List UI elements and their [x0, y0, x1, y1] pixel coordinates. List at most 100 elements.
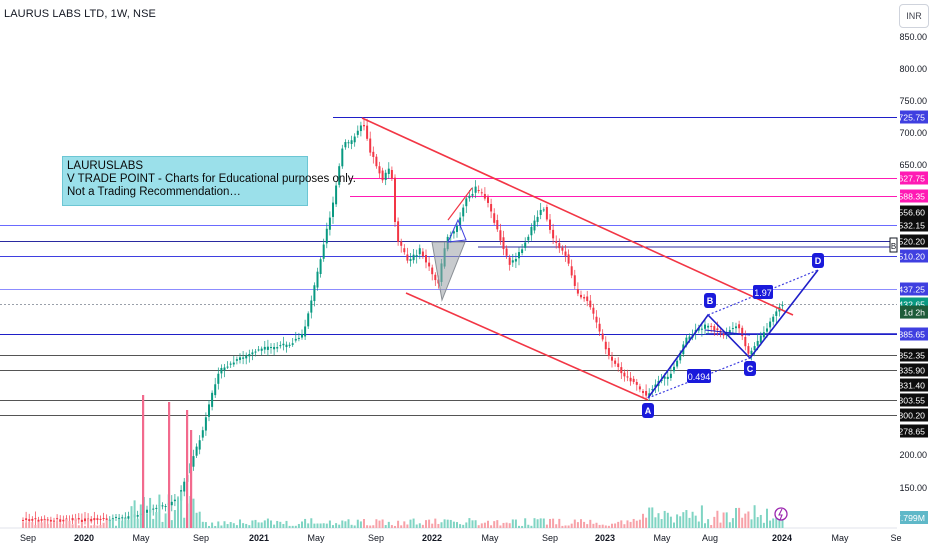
candle	[412, 254, 415, 261]
volume-bar	[638, 519, 641, 528]
candle	[483, 193, 486, 199]
volume-bar	[483, 522, 486, 528]
volume-bar	[707, 519, 710, 528]
volume-bar	[502, 522, 505, 528]
candle	[248, 354, 251, 357]
volume-bar	[642, 513, 644, 528]
candle	[663, 376, 666, 379]
candle	[409, 259, 412, 261]
volume-bar	[406, 524, 409, 528]
volume-bar	[477, 525, 480, 528]
candle	[425, 255, 427, 263]
candle	[105, 518, 108, 520]
volume-spike	[168, 402, 171, 528]
volume-bar	[239, 519, 241, 528]
candle	[31, 518, 34, 521]
candle	[614, 360, 617, 364]
volume-bar	[403, 521, 406, 528]
candle	[570, 266, 573, 276]
price-axis-label-text: 725.75	[898, 113, 925, 123]
volume-bar	[192, 498, 195, 528]
volume-bar	[183, 517, 186, 528]
volume-bar	[366, 525, 369, 528]
volume-bar	[496, 520, 499, 528]
candle	[170, 501, 173, 506]
volume-bar	[294, 525, 297, 528]
volume-bar	[232, 523, 235, 528]
time-axis-tick: 2023	[595, 533, 615, 543]
volume-bar	[679, 516, 682, 528]
volume-bar	[344, 521, 347, 528]
pattern-point-label: B	[704, 293, 716, 308]
candle	[59, 519, 62, 522]
volume-bar	[350, 524, 353, 528]
candle	[307, 313, 310, 327]
price-axis-tick: 850.00	[899, 32, 927, 42]
candle	[359, 125, 362, 132]
note-line: LAURUSLABS	[67, 160, 144, 172]
candle	[775, 311, 778, 316]
volume-bar	[43, 519, 46, 528]
price-axis-label-text: 556.60	[898, 208, 925, 218]
candle	[161, 505, 164, 507]
volume-bar	[46, 524, 49, 528]
volume-bar	[65, 519, 68, 528]
trend-segment	[447, 187, 473, 221]
volume-bar	[37, 521, 40, 528]
candle	[366, 125, 369, 139]
currency-button[interactable]: INR	[899, 4, 929, 28]
volume-bar	[629, 521, 632, 528]
price-axis-label: 532.15	[898, 218, 928, 232]
candle	[344, 142, 347, 148]
volume-bar	[77, 525, 80, 528]
candle	[270, 347, 272, 349]
volume-bar	[115, 525, 117, 528]
volume-bar	[567, 525, 570, 528]
candle	[418, 248, 421, 255]
pattern-point-label: A	[642, 403, 654, 418]
volume-bar	[663, 510, 666, 528]
price-axis-tick: 650.00	[899, 160, 927, 170]
candle	[214, 384, 217, 396]
volume-bar	[769, 520, 772, 528]
volume-spike	[186, 410, 189, 528]
volume-bar	[452, 521, 455, 528]
volume-bar	[87, 519, 90, 528]
candle	[669, 373, 672, 378]
volume-bar	[84, 525, 86, 528]
time-axis-tick: Sep	[368, 533, 384, 543]
volume-bar	[480, 523, 483, 528]
volume-bar	[397, 520, 400, 528]
volume-bar	[468, 518, 471, 528]
candle	[204, 417, 207, 431]
candle	[363, 125, 365, 127]
candle	[558, 243, 561, 249]
volume-bar	[704, 523, 706, 528]
candle	[353, 136, 356, 143]
candle	[459, 217, 462, 226]
price-axis-label-text: 520.20	[898, 237, 925, 247]
price-axis-label: 352.35	[898, 348, 928, 362]
volume-bar	[80, 522, 83, 528]
candle	[592, 307, 595, 314]
pattern-point-text: A	[645, 406, 652, 416]
candle	[462, 207, 465, 217]
volume-axis-label: 7.799M	[896, 511, 928, 524]
candle	[421, 251, 424, 257]
volume-bar	[576, 522, 579, 528]
candle	[772, 316, 775, 322]
volume-bar	[620, 520, 623, 528]
volume-bar	[390, 525, 393, 528]
candle	[738, 324, 741, 329]
candle	[638, 386, 641, 390]
volume-bar	[542, 518, 545, 528]
candle	[294, 338, 297, 341]
volume-bar	[474, 520, 477, 528]
volume-bar	[164, 513, 167, 528]
price-axis-label-text: 627.75	[898, 174, 925, 184]
volume-bar	[623, 524, 626, 528]
volume-bar	[108, 520, 111, 528]
volume-bar	[570, 523, 573, 528]
candle	[499, 230, 502, 241]
